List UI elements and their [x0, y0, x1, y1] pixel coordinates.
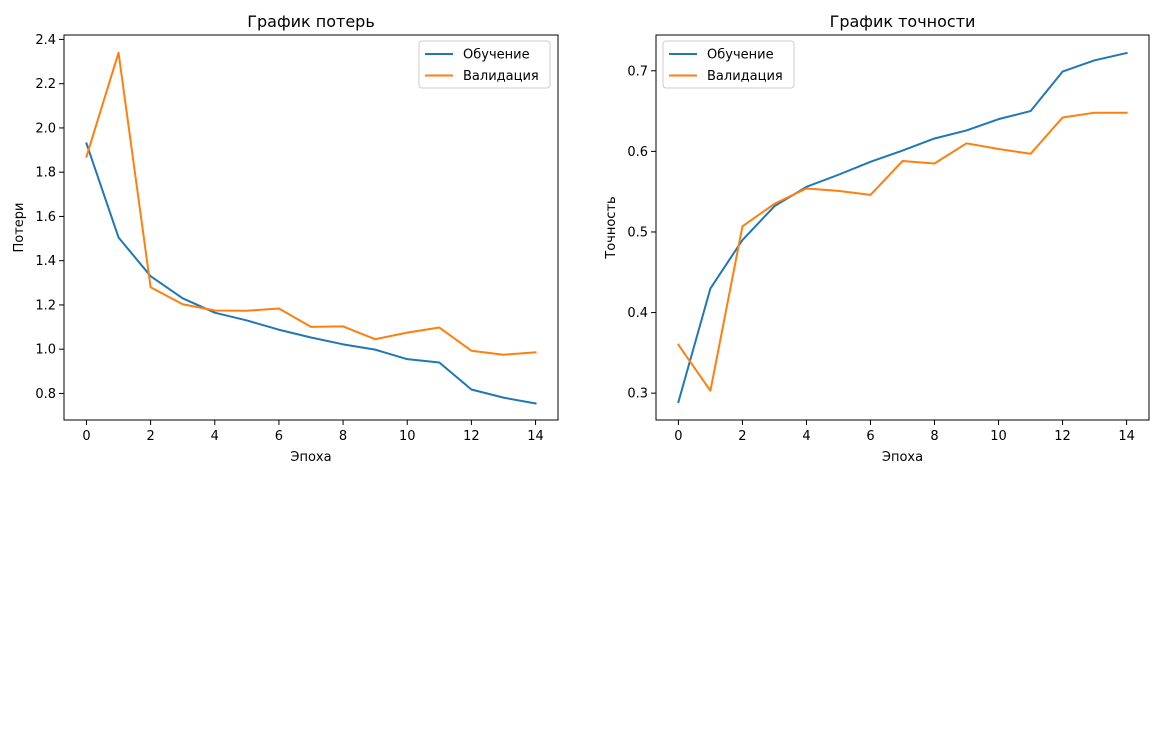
y-tick-label: 1.6 [35, 210, 56, 225]
y-tick-label: 2.4 [35, 33, 56, 48]
chart-panel-accuracy: 0 2 4 6 8 10 12 14 0.3 0.4 0.5 0.6 0.7 График точност… [604, 12, 1150, 465]
x-tick-label: 4 [802, 429, 810, 444]
x-tick-label: 2 [738, 429, 746, 444]
x-tick-label: 14 [527, 429, 544, 444]
x-tick-label: 12 [1054, 429, 1071, 444]
legend-label-validation: Валидация [463, 69, 539, 84]
x-tick-label: 8 [930, 429, 938, 444]
series-line-train [677, 51, 1128, 404]
x-tick-label: 0 [82, 429, 90, 444]
y-tick-label: 0.4 [627, 306, 648, 321]
y-tick-label: 0.5 [627, 225, 648, 240]
y-axis-label: Потери [12, 202, 27, 252]
y-tick-label: 2.2 [35, 77, 56, 92]
x-tick-label: 4 [211, 429, 219, 444]
chart-title: График точности [830, 12, 976, 31]
x-tick-label: 12 [463, 429, 480, 444]
plot-frame [63, 34, 559, 421]
y-tick-label: 0.8 [35, 387, 56, 402]
y-tick-label: 1.8 [35, 166, 56, 181]
y-tick-label: 0.3 [627, 387, 648, 402]
legend-label-train: Обучение [463, 48, 530, 63]
x-axis-label: Эпоха [290, 450, 331, 465]
chart-title: График потерь [247, 12, 375, 31]
x-tick-label: 6 [275, 429, 283, 444]
series-line-validation [85, 51, 537, 356]
x-tick-label: 8 [339, 429, 347, 444]
y-tick-label: 0.6 [627, 145, 648, 160]
y-axis-label: Точность [604, 196, 619, 259]
legend: Обучение Валидация [418, 40, 551, 89]
y-tick-label: 0.7 [627, 64, 648, 79]
x-tick-label: 0 [674, 429, 682, 444]
legend: Обучение Валидация [662, 40, 795, 89]
x-tick-label: 10 [399, 429, 416, 444]
plot-frame [655, 34, 1150, 421]
x-tick-label: 6 [866, 429, 874, 444]
y-tick-label: 1.0 [35, 343, 56, 358]
x-tick-label: 14 [1118, 429, 1135, 444]
chart-panel-loss: 0 2 4 6 8 10 12 14 0.8 1.0 1.2 1.4 1.6 1.8 2.0 2.2 2.4 Гр… [12, 12, 559, 465]
legend-label-validation: Валидация [707, 69, 783, 84]
y-tick-label: 1.2 [35, 298, 56, 313]
legend-label-train: Обучение [707, 48, 774, 63]
x-tick-label: 10 [990, 429, 1007, 444]
x-tick-label: 2 [146, 429, 154, 444]
series-line-train [85, 142, 537, 405]
x-axis-label: Эпоха [882, 450, 923, 465]
series-line-validation [677, 111, 1128, 392]
y-tick-label: 1.4 [35, 254, 56, 269]
y-tick-label: 2.0 [35, 121, 56, 136]
